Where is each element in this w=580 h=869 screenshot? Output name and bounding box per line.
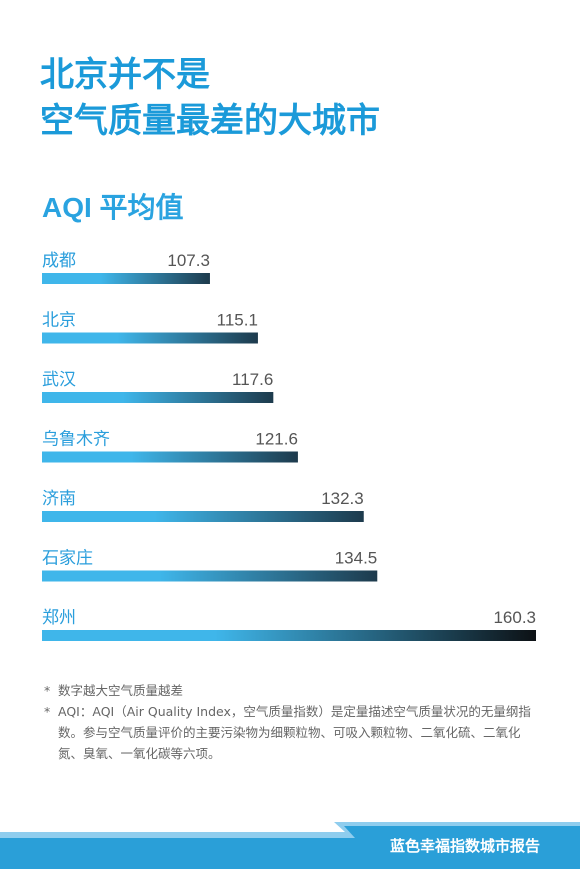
bar <box>42 570 378 582</box>
value-label: 117.6 <box>232 370 273 389</box>
category-label: 北京 <box>42 311 76 331</box>
bar <box>42 630 536 641</box>
page-title: 北京并不是 空气质量最差的大城市 <box>40 52 380 144</box>
bar <box>42 511 364 522</box>
value-label: 132.3 <box>321 489 364 508</box>
chart-title: AQI 平均值 <box>42 192 184 223</box>
footnote-star: * <box>44 683 51 698</box>
value-label: 134.5 <box>335 549 378 568</box>
bar <box>42 332 258 344</box>
bar <box>42 451 298 463</box>
value-label: 160.3 <box>493 608 536 627</box>
category-label: 济南 <box>42 489 76 509</box>
footnote-text: AQI：AQI（Air Quality Index，空气质量指数）是定量描述空气… <box>58 704 531 761</box>
category-label: 石家庄 <box>42 549 93 569</box>
category-label: 乌鲁木齐 <box>42 430 110 450</box>
footnote-text: 数字越大空气质量越差 <box>58 683 184 698</box>
bar <box>42 392 274 403</box>
value-label: 121.6 <box>255 430 298 449</box>
footnote-star: * <box>44 704 51 719</box>
footnotes: * 数字越大空气质量越差 * AQI：AQI（Air Quality Index… <box>44 680 544 764</box>
category-label: 郑州 <box>42 608 76 628</box>
category-label: 成都 <box>42 251 76 271</box>
bar <box>42 273 210 284</box>
footer-band: 蓝色幸福指数城市报告 <box>0 822 580 869</box>
category-label: 武汉 <box>42 370 76 390</box>
value-label: 107.3 <box>167 251 210 270</box>
value-label: 115.1 <box>217 311 258 330</box>
title-line-1: 北京并不是 <box>40 55 210 95</box>
title-line-2: 空气质量最差的大城市 <box>40 101 380 141</box>
footnote-1: * 数字越大空气质量越差 <box>44 680 544 701</box>
report-name: 蓝色幸福指数城市报告 <box>389 837 540 855</box>
footnote-2: * AQI：AQI（Air Quality Index，空气质量指数）是定量描述… <box>44 701 544 764</box>
